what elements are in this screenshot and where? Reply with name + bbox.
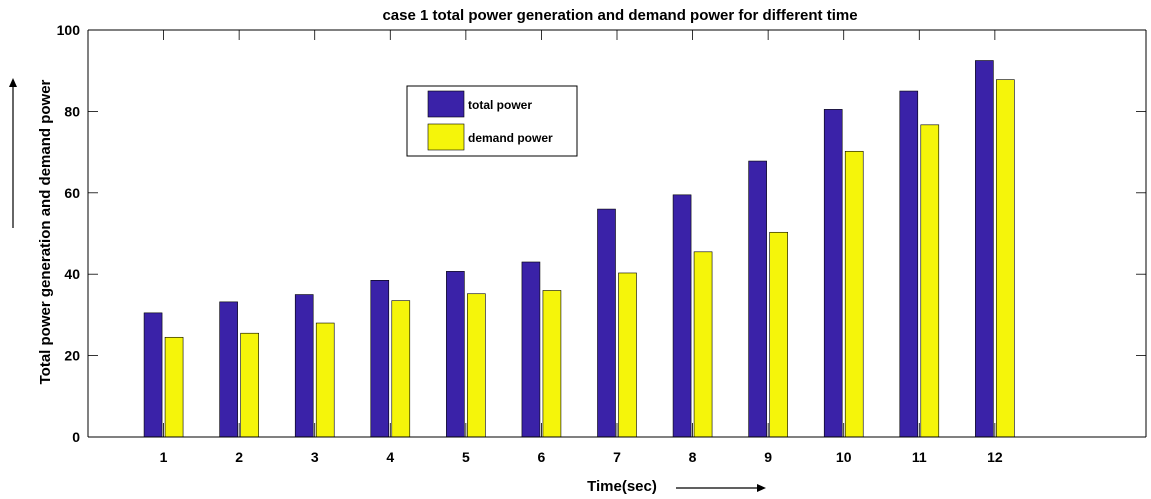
- bar-demand-power-8: [693, 251, 713, 438]
- y-tick-label-20: 20: [64, 348, 80, 364]
- y-tick-label-80: 80: [64, 103, 80, 119]
- bar-demand-power-5: [467, 293, 486, 438]
- bar-total-power-12: [975, 60, 994, 438]
- x-tick-label-8: 8: [689, 449, 697, 465]
- legend-label-demand-power: demand power: [468, 131, 553, 145]
- y-tick-label-40: 40: [64, 266, 80, 282]
- bar-total-power-1: [143, 312, 163, 438]
- x-axis-arrow: [676, 484, 766, 492]
- bar-total-power-9: [748, 160, 767, 438]
- y-tick-labels: 0 20 40 60 80 100: [57, 22, 81, 445]
- x-tick-label-2: 2: [235, 449, 243, 465]
- x-tick-label-11: 11: [912, 449, 927, 465]
- bar-demand-power-11: [920, 124, 940, 438]
- bar-demand-power-12: [996, 79, 1015, 438]
- bar-total-power-2: [219, 301, 238, 438]
- bars-group: [143, 60, 1015, 438]
- legend-swatch-total-power: [427, 90, 465, 118]
- axes-group: [87, 29, 1147, 438]
- bar-demand-power-3: [315, 322, 335, 438]
- bar-total-power-7: [597, 208, 616, 438]
- bar-total-power-5: [446, 271, 465, 438]
- bar-demand-power-9: [769, 231, 788, 438]
- legend-swatch-demand-power: [427, 123, 465, 151]
- bar-total-power-4: [370, 280, 390, 438]
- y-tick-label-0: 0: [72, 429, 80, 445]
- bar-total-power-3: [294, 294, 314, 438]
- legend-label-total-power: total power: [468, 98, 532, 112]
- x-tick-label-7: 7: [613, 449, 621, 465]
- bar-total-power-10: [823, 109, 843, 438]
- bar-total-power-11: [899, 90, 919, 438]
- x-tick-label-1: 1: [160, 449, 168, 465]
- x-tick-label-3: 3: [311, 449, 319, 465]
- bar-demand-power-6: [542, 290, 562, 438]
- chart-title: case 1 total power generation and demand…: [382, 7, 857, 24]
- y-axis-arrow: [9, 78, 17, 228]
- x-axis-label: Time(sec): [587, 478, 657, 495]
- x-tick-labels: 1 2 3 4 5 6 7 8 9 10 11 12: [160, 449, 1003, 465]
- x-tick-label-10: 10: [836, 449, 852, 465]
- bar-demand-power-2: [240, 332, 259, 438]
- bar-demand-power-7: [618, 272, 637, 438]
- x-tick-label-9: 9: [764, 449, 772, 465]
- bar-demand-power-4: [391, 300, 411, 438]
- bar-total-power-8: [672, 194, 692, 438]
- x-tick-label-12: 12: [987, 449, 1003, 465]
- y-tick-label-100: 100: [57, 22, 81, 38]
- y-tick-label-60: 60: [64, 185, 80, 201]
- bar-demand-power-10: [844, 150, 864, 438]
- x-tick-label-5: 5: [462, 449, 470, 465]
- legend: total power demand power: [406, 85, 578, 157]
- x-tick-label-6: 6: [538, 449, 546, 465]
- y-axis-label: Total power generation and demand power: [37, 79, 54, 384]
- x-tick-label-4: 4: [386, 449, 394, 465]
- bar-demand-power-1: [164, 336, 184, 438]
- bar-total-power-6: [521, 261, 541, 438]
